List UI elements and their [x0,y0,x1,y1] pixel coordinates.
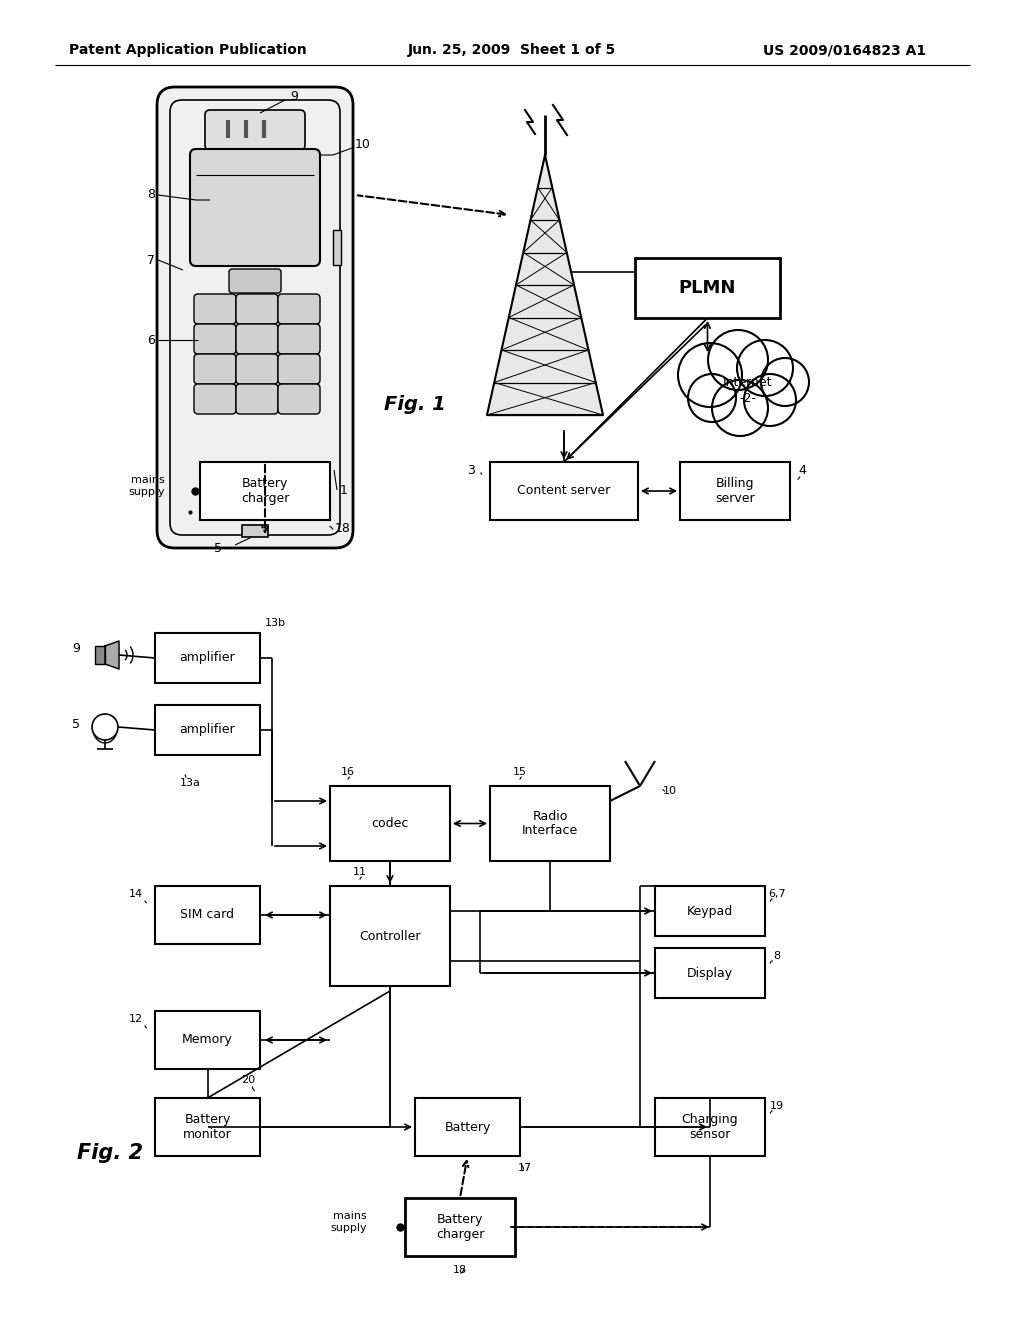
Text: 19: 19 [770,1101,784,1111]
Text: 12: 12 [129,1014,143,1024]
FancyBboxPatch shape [236,294,278,323]
FancyBboxPatch shape [278,354,319,384]
Bar [406,1199,515,1257]
Bar [242,525,268,537]
FancyBboxPatch shape [229,269,281,293]
Circle shape [708,330,768,389]
Bar [333,230,341,265]
Bar [330,886,450,986]
Text: 4: 4 [798,463,806,477]
Bar [155,1098,260,1156]
Text: 18: 18 [335,521,351,535]
Circle shape [737,341,793,396]
Text: Jun. 25, 2009  Sheet 1 of 5: Jun. 25, 2009 Sheet 1 of 5 [408,44,616,57]
FancyBboxPatch shape [278,384,319,414]
Text: Fig. 2: Fig. 2 [77,1143,143,1163]
Text: amplifier: amplifier [179,652,236,664]
Bar [655,886,765,936]
Text: 18: 18 [453,1265,467,1275]
Bar [155,886,260,944]
Text: US 2009/0164823 A1: US 2009/0164823 A1 [764,44,927,57]
Text: Display: Display [687,966,733,979]
Bar [655,948,765,998]
Text: Charging
sensor: Charging sensor [682,1113,738,1140]
Text: SIM card: SIM card [180,908,234,921]
Text: Battery
charger: Battery charger [241,477,289,506]
Circle shape [92,714,118,741]
Circle shape [744,374,796,426]
Bar [680,462,790,520]
Bar [155,634,260,682]
Text: Battery: Battery [444,1121,490,1134]
Bar [490,462,638,520]
Text: 5: 5 [214,541,222,554]
Polygon shape [487,154,603,414]
Circle shape [688,374,736,422]
FancyBboxPatch shape [236,384,278,414]
Text: 15: 15 [513,767,527,777]
Text: 8: 8 [147,189,155,202]
FancyBboxPatch shape [194,323,236,354]
FancyBboxPatch shape [205,110,305,150]
Text: 6: 6 [147,334,155,346]
FancyBboxPatch shape [190,149,319,267]
FancyBboxPatch shape [236,323,278,354]
Text: 3: 3 [467,463,475,477]
Text: 5: 5 [72,718,80,731]
Text: 17: 17 [518,1163,532,1173]
Text: Controller: Controller [359,929,421,942]
Text: 10: 10 [663,785,677,796]
FancyBboxPatch shape [194,354,236,384]
Text: amplifier: amplifier [179,723,236,737]
FancyBboxPatch shape [278,323,319,354]
Text: Battery
charger: Battery charger [436,1213,484,1241]
Text: -2-: -2- [739,392,757,404]
Text: 20: 20 [241,1074,255,1085]
Text: Internet: Internet [723,375,773,388]
Text: 11: 11 [353,867,367,876]
FancyBboxPatch shape [157,87,353,548]
Text: Billing
server: Billing server [715,477,755,506]
Text: Keypad: Keypad [687,904,733,917]
FancyBboxPatch shape [194,384,236,414]
Text: 16: 16 [341,767,355,777]
Text: 6,7: 6,7 [768,888,785,899]
Bar [330,785,450,861]
Circle shape [678,343,742,407]
Text: Patent Application Publication: Patent Application Publication [70,44,307,57]
Polygon shape [105,642,119,669]
Bar [635,257,780,318]
FancyBboxPatch shape [194,294,236,323]
Text: 13b: 13b [265,618,286,628]
Text: 9: 9 [72,642,80,655]
Circle shape [712,380,768,436]
Text: 10: 10 [355,139,371,152]
Text: 9: 9 [290,91,298,103]
Text: 13a: 13a [179,777,201,788]
Text: Fig. 1: Fig. 1 [384,396,445,414]
Text: mains
supply: mains supply [128,475,165,496]
Bar [655,1098,765,1156]
Text: PLMN: PLMN [679,279,736,297]
Text: 7: 7 [147,253,155,267]
Text: Memory: Memory [182,1034,232,1047]
FancyBboxPatch shape [278,294,319,323]
Text: 1: 1 [340,483,348,496]
FancyBboxPatch shape [236,354,278,384]
Circle shape [761,358,809,407]
Bar [200,462,330,520]
Text: mains
supply: mains supply [331,1212,367,1233]
Text: Battery
monitor: Battery monitor [183,1113,231,1140]
Text: 14: 14 [129,888,143,899]
Text: codec: codec [372,817,409,830]
Bar [155,1011,260,1069]
Bar [415,1098,520,1156]
Bar [490,785,610,861]
Bar [95,645,105,664]
Text: 8: 8 [773,950,780,961]
Bar [155,705,260,755]
Text: Radio
Interface: Radio Interface [522,809,579,837]
Text: Content server: Content server [517,484,610,498]
